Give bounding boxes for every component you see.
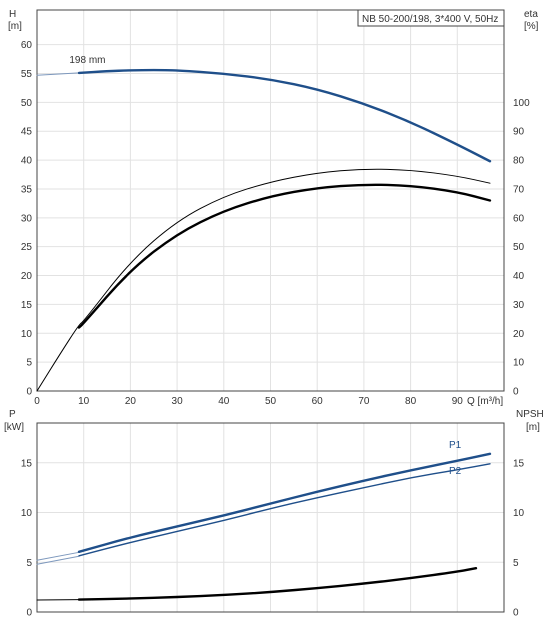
- upper-x-tick-label: 60: [312, 396, 324, 407]
- upper-right-tick-label: 50: [513, 242, 525, 253]
- lower-left-ticks: 0 5 10 15: [21, 458, 33, 618]
- upper-series: [36, 68, 492, 392]
- upper-right-tick-label: 10: [513, 358, 525, 369]
- upper-left-axis-label: H: [9, 9, 16, 20]
- upper-left-tick-label: 0: [26, 387, 32, 398]
- upper-right-tick-label: 90: [513, 127, 525, 138]
- lower-right-ticks: 0 5 10 15: [513, 458, 525, 618]
- upper-right-tick-label: 100: [513, 98, 530, 109]
- lower-left-tick-label: 15: [21, 458, 33, 469]
- upper-left-tick-label: 60: [21, 40, 33, 51]
- upper-left-ticks: 0 5 10 15 20 25 30 35 40 45 50 55 60: [21, 40, 33, 397]
- lower-right-tick-label: 10: [513, 508, 525, 519]
- lower-left-axis-label: P: [9, 409, 16, 420]
- lower-grid: [37, 423, 504, 612]
- lower-chart: P [kW] NPSH [m] 0 5 10 15 0 5 10 15 P1 P2: [4, 409, 544, 619]
- upper-left-tick-label: 35: [21, 184, 33, 195]
- lower-right-tick-label: 15: [513, 458, 525, 469]
- upper-series-line-3: [77, 183, 492, 329]
- upper-right-axis-unit: [%]: [524, 21, 539, 32]
- upper-series-line-2: [36, 168, 491, 392]
- lower-left-tick-label: 0: [26, 608, 32, 619]
- upper-right-tick-label: 80: [513, 156, 525, 167]
- lower-left-axis-unit: [kW]: [4, 422, 24, 433]
- upper-x-tick-label: 40: [218, 396, 230, 407]
- upper-right-ticks: 0 10 20 30 40 50 60 70 80 90 100: [513, 98, 530, 398]
- upper-right-tick-label: 60: [513, 213, 525, 224]
- lower-series-line-3: [78, 463, 491, 557]
- upper-left-tick-label: 20: [21, 271, 33, 282]
- upper-left-tick-label: 30: [21, 213, 33, 224]
- upper-left-tick-label: 50: [21, 98, 33, 109]
- upper-series-line-1: [77, 68, 492, 163]
- lower-series-line-0: [36, 551, 80, 561]
- legend-p2: P2: [449, 466, 462, 477]
- lower-left-tick-label: 10: [21, 508, 33, 519]
- upper-grid: [37, 10, 504, 391]
- lower-right-axis-label: NPSH: [516, 409, 544, 420]
- lower-plot-frame: [36, 422, 505, 613]
- upper-x-tick-label: 10: [78, 396, 90, 407]
- lower-right-tick-label: 5: [513, 558, 519, 569]
- upper-right-tick-label: 20: [513, 329, 525, 340]
- upper-left-axis-unit: [m]: [8, 21, 22, 32]
- upper-x-ticks: 0 10 20 30 40 50 60 70 80 90: [34, 396, 463, 407]
- curve-annotation-198mm: 198 mm: [69, 55, 105, 66]
- upper-right-tick-label: 70: [513, 184, 525, 195]
- upper-x-axis-label: Q [m³/h]: [467, 396, 503, 407]
- upper-x-tick-label: 90: [452, 396, 464, 407]
- lower-series-line-5: [77, 567, 478, 601]
- lower-right-tick-label: 0: [513, 608, 519, 619]
- lower-series-line-2: [36, 555, 80, 565]
- upper-x-tick-label: 50: [265, 396, 277, 407]
- chart-title-box: [357, 9, 505, 27]
- upper-chart: H [m] eta [%] NB 50-200/198, 3*400 V, 50…: [8, 9, 539, 407]
- lower-series: [36, 452, 492, 601]
- upper-x-tick-label: 80: [405, 396, 417, 407]
- chart-title: NB 50-200/198, 3*400 V, 50Hz: [362, 14, 498, 25]
- lower-right-axis-unit: [m]: [526, 422, 540, 433]
- upper-left-tick-label: 55: [21, 69, 33, 80]
- upper-plot-frame: [36, 9, 505, 392]
- upper-left-tick-label: 5: [26, 358, 32, 369]
- upper-right-tick-label: 0: [513, 387, 519, 398]
- upper-right-tick-label: 40: [513, 271, 525, 282]
- upper-x-tick-label: 20: [125, 396, 137, 407]
- upper-x-tick-label: 0: [34, 396, 40, 407]
- lower-left-tick-label: 5: [26, 558, 32, 569]
- upper-x-tick-label: 30: [172, 396, 184, 407]
- upper-left-tick-label: 40: [21, 156, 33, 167]
- upper-right-tick-label: 30: [513, 300, 525, 311]
- upper-right-axis-label: eta: [524, 9, 538, 20]
- upper-left-tick-label: 10: [21, 329, 33, 340]
- lower-series-line-1: [77, 452, 492, 554]
- legend-p1: P1: [449, 440, 462, 451]
- upper-series-line-0: [36, 72, 80, 76]
- upper-left-tick-label: 15: [21, 300, 33, 311]
- upper-left-tick-label: 45: [21, 127, 33, 138]
- upper-x-tick-label: 70: [358, 396, 370, 407]
- upper-left-tick-label: 25: [21, 242, 33, 253]
